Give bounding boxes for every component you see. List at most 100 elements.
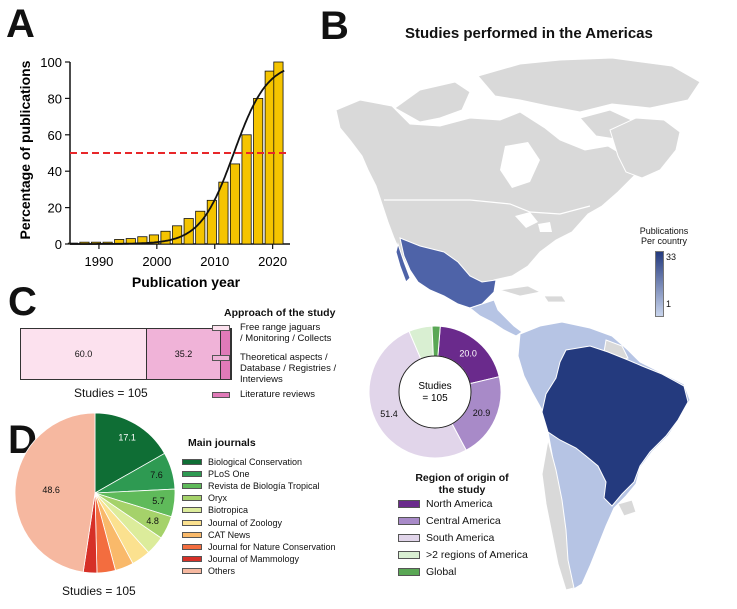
pie-slice: [14, 412, 96, 573]
legend-label: Biotropica: [208, 505, 249, 516]
approach-footer: Studies = 105: [74, 386, 148, 400]
legend-label: North America: [426, 498, 493, 510]
map-caribbean: [499, 285, 567, 303]
legend-label: >2 regions of America: [426, 549, 528, 561]
donut-hole: [398, 355, 472, 429]
pie-slice-label: 5.7: [152, 496, 165, 506]
x-tick-label: 2010: [200, 254, 229, 269]
journal-legend-item: PLoS One: [182, 469, 250, 480]
approach-bar: 60.0 35.2: [20, 328, 232, 380]
bar: [172, 225, 183, 245]
journal-legend-item: Biological Conservation: [182, 457, 302, 468]
legend-swatch: [182, 555, 202, 562]
donut-center-line2: = 105: [422, 393, 448, 404]
journal-footer: Studies = 105: [62, 584, 136, 598]
panel-letter-b: B: [320, 4, 349, 48]
legend-label: Free range jaguars / Monitoring / Collec…: [240, 322, 332, 344]
legend-swatch: [182, 471, 202, 478]
donut-center-line1: Studies: [418, 381, 451, 392]
legend-swatch: [212, 355, 230, 361]
map-baja: [395, 242, 411, 283]
map-chile: [541, 439, 575, 591]
bar: [229, 163, 241, 245]
legend-swatch: [398, 534, 420, 542]
legend-label: Journal of Mammology: [208, 553, 300, 564]
pie-slice-label: 17.1: [118, 433, 136, 443]
legend-label: Biological Conservation: [208, 457, 303, 467]
legend-swatch: [398, 568, 420, 576]
y-tick-label: 100: [40, 55, 62, 70]
journal-legend-item: CAT News: [182, 530, 250, 541]
legend-swatch: [212, 325, 230, 331]
approach-legend-item: Free range jaguars / Monitoring / Collec…: [212, 322, 331, 344]
bar: [148, 234, 159, 245]
legend-label: Journal of Zoology: [208, 517, 283, 528]
bar: [183, 218, 194, 245]
map-central-america: [468, 299, 523, 337]
y-tick-label: 80: [48, 91, 62, 106]
journal-legend-item: Journal of Zoology: [182, 518, 282, 529]
legend-label: Literature reviews: [240, 389, 315, 400]
map-us-canada-border: [384, 199, 591, 215]
bar: [241, 134, 252, 245]
colorbar: [655, 251, 664, 317]
y-tick-label: 0: [55, 237, 62, 252]
y-tick-label: 60: [48, 128, 62, 143]
chart-a-ylabel: Percentage of publications: [17, 60, 33, 239]
legend-label: CAT News: [208, 529, 251, 540]
journal-legend-item: Others: [182, 566, 235, 577]
legend-swatch: [212, 392, 230, 398]
pie-slice: [94, 412, 166, 494]
approach-title: Approach of the study: [224, 307, 336, 319]
donut-slice-label: 51.4: [380, 409, 398, 419]
x-tick-label: 2000: [142, 254, 171, 269]
legend-swatch: [398, 551, 420, 559]
legend-label: Central America: [426, 515, 501, 527]
map-great-lakes: [515, 212, 552, 232]
chart-a: Percentage of publications Publication y…: [17, 55, 290, 290]
legend-label: Theoretical aspects / Database / Registr…: [240, 352, 337, 385]
pie-slice-label: 48.6: [42, 485, 60, 495]
map-title: Studies performed in the Americas: [405, 25, 653, 42]
donut-legend-item: Global: [398, 567, 456, 578]
chart-a-xlabel: Publication year: [132, 274, 241, 290]
journal-legend-item: Journal of Mammology: [182, 554, 299, 565]
legend-swatch: [182, 567, 202, 574]
x-tick-label: 1990: [84, 254, 113, 269]
journal-legend-title: Main journals: [188, 437, 256, 449]
map-hudson-bay: [500, 142, 540, 188]
pie-slice-label: 4.8: [146, 516, 159, 526]
donut-legend-title: Region of origin of the study: [415, 472, 509, 496]
sigmoid-fit-line: [70, 69, 285, 245]
legend-label: Others: [208, 565, 236, 576]
legend-swatch: [182, 519, 202, 526]
map-greenland: [609, 117, 681, 179]
colorbar-max-label: 33: [666, 252, 677, 262]
legend-label: Oryx: [208, 493, 227, 504]
journal-pie: 17.1 7.6 5.7 4.8 48.6: [14, 412, 176, 574]
journal-legend-item: Biotropica: [182, 505, 248, 516]
donut-slice-label: 20.0: [459, 348, 477, 358]
journal-legend-item: Revista de Biología Tropical: [182, 481, 320, 492]
donut-legend-item: >2 regions of America: [398, 550, 528, 561]
legend-label: Revista de Biología Tropical: [208, 481, 320, 492]
bar: [160, 230, 171, 245]
legend-swatch: [182, 483, 202, 490]
legend-label: Global: [426, 566, 457, 578]
approach-legend-item: Literature reviews: [212, 389, 315, 400]
legend-swatch: [398, 500, 420, 508]
panel-letter-a: A: [6, 2, 35, 46]
x-tick-label: 2020: [258, 254, 287, 269]
panel-letter-c: C: [8, 280, 37, 324]
y-tick-label: 20: [48, 201, 62, 216]
legend-swatch: [182, 531, 202, 538]
approach-segment: 35.2: [147, 329, 221, 379]
donut-chart: 20.0 20.9 51.4 Studies= 105: [368, 325, 502, 459]
donut-legend-item: South America: [398, 533, 494, 544]
legend-swatch: [182, 495, 202, 502]
legend-label: Journal for Nature Conservation: [208, 541, 336, 552]
legend-swatch: [182, 459, 202, 465]
donut-slice-label: 20.9: [473, 408, 491, 418]
donut-legend-item: North America: [398, 499, 493, 510]
